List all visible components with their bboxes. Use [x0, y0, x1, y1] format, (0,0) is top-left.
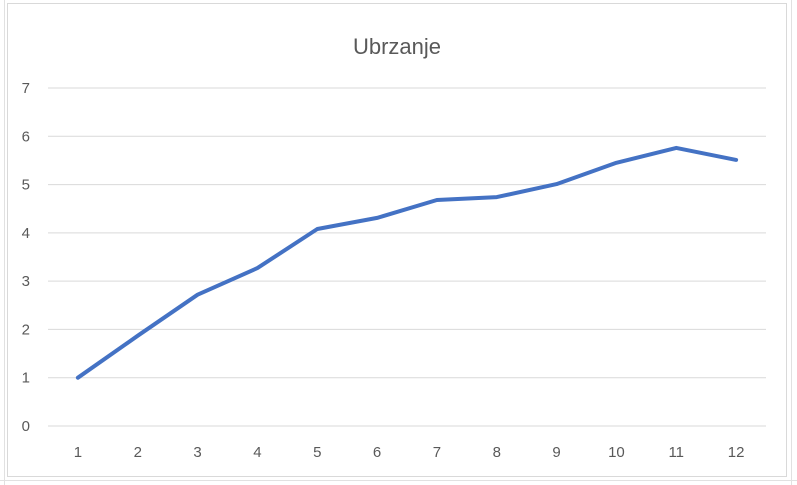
y-tick-label: 4 — [22, 225, 30, 242]
x-tick-label: 11 — [668, 444, 684, 461]
y-tick-label: 0 — [22, 418, 30, 435]
chart-title: Ubrzanje — [352, 34, 442, 59]
cell-gridline — [0, 480, 797, 481]
series-line — [75, 145, 739, 380]
x-tick-label: 1 — [74, 444, 82, 461]
chart-area[interactable]: Ubrzanje 0 1 2 3 4 5 6 7 1 2 3 4 5 6 7 8 9 10 11 12 — [7, 3, 787, 477]
x-tick-label: 12 — [728, 444, 745, 461]
y-tick-label: 5 — [22, 177, 30, 194]
y-tick-label: 7 — [22, 80, 30, 97]
y-tick-label: 2 — [22, 321, 30, 338]
cell-gridline — [791, 0, 792, 485]
x-tick-label: 7 — [433, 444, 441, 461]
x-tick-label: 10 — [608, 444, 625, 461]
y-tick-label: 6 — [22, 128, 30, 145]
x-tick-label: 9 — [552, 444, 560, 461]
y-tick-label: 1 — [22, 370, 30, 387]
x-tick-label: 5 — [313, 444, 321, 461]
x-tick-label: 8 — [493, 444, 501, 461]
x-tick-label: 2 — [134, 444, 142, 461]
x-tick-label: 3 — [193, 444, 201, 461]
cell-gridline — [4, 0, 5, 485]
x-tick-label: 4 — [253, 444, 261, 461]
x-tick-label: 6 — [373, 444, 381, 461]
y-tick-label: 3 — [22, 273, 30, 290]
